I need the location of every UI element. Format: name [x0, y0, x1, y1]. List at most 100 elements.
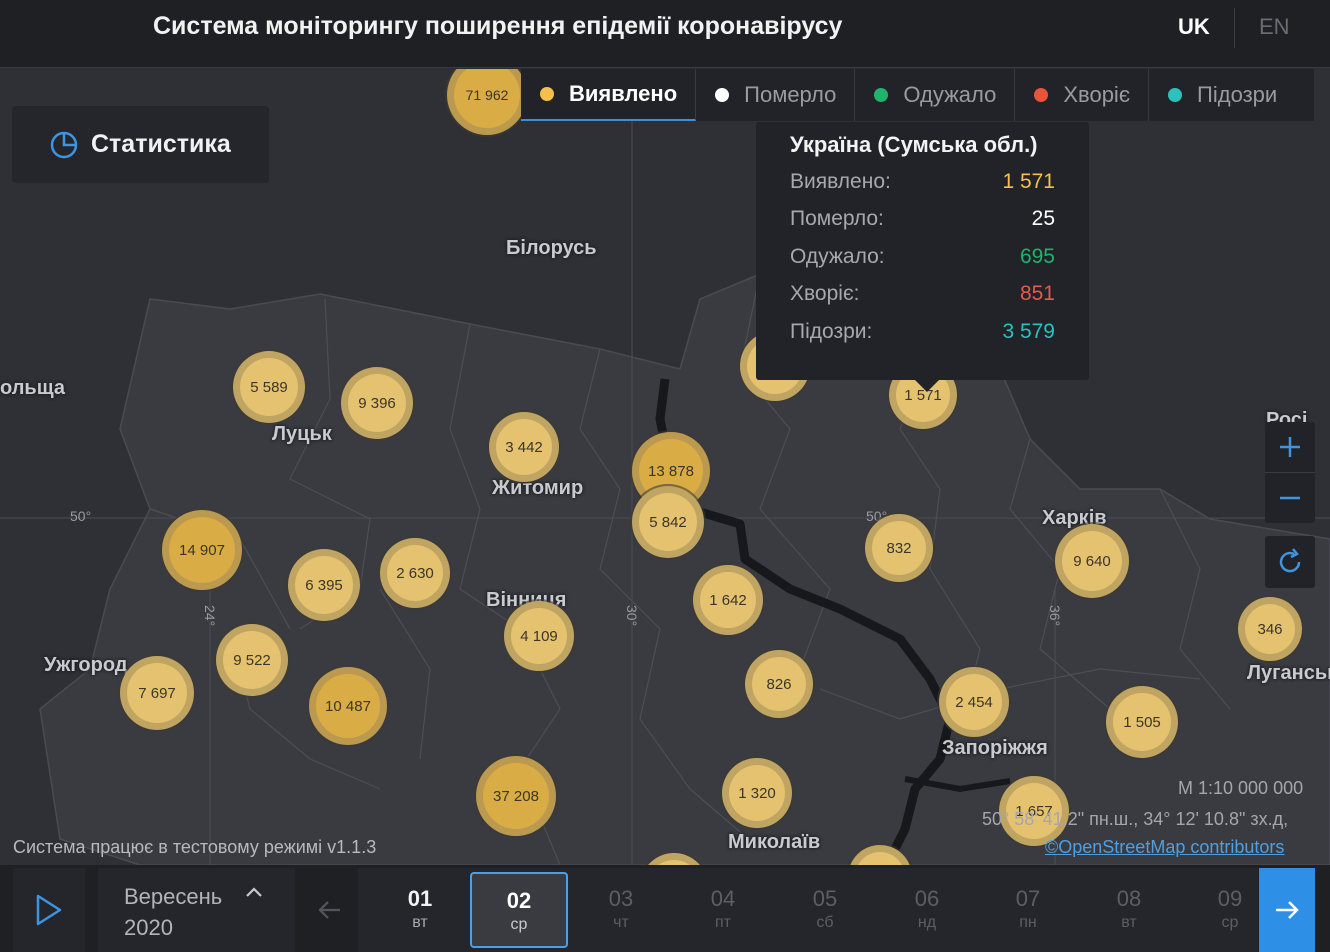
divider [1234, 8, 1235, 48]
lang-en-button[interactable]: EN [1259, 14, 1290, 39]
status-dot [540, 87, 554, 101]
day-item[interactable]: 04 пт [674, 872, 772, 948]
tab-label: Померло [744, 82, 837, 107]
day-strip: 01 вт 02 ср 03 чт 04 пт 05 сб 06 нд 07 п… [358, 868, 1258, 952]
case-cluster-marker[interactable]: 1 320 [722, 758, 792, 828]
case-cluster-marker[interactable]: 71 962 [447, 69, 527, 135]
day-number: 02 [506, 888, 532, 913]
day-weekday: чт [613, 914, 629, 931]
day-item[interactable]: 01 вт [371, 872, 469, 948]
day-number: 09 [1217, 886, 1243, 911]
day-number: 04 [710, 886, 736, 911]
zoom-in-button[interactable] [1265, 422, 1315, 472]
month-selector[interactable]: Вересень 2020 [98, 868, 295, 952]
day-weekday: ср [1221, 914, 1239, 931]
day-weekday: ср [510, 916, 528, 933]
day-item[interactable]: 05 сб [776, 872, 874, 948]
day-item-selected[interactable]: 02 ср [470, 872, 568, 948]
tooltip-row: Підозри: 3 579 [790, 313, 1055, 351]
case-cluster-marker[interactable]: 37 208 [476, 756, 556, 836]
play-icon [36, 894, 62, 926]
day-number: 08 [1116, 886, 1142, 911]
map-canvas[interactable]: 50° 50° 24° 30° 36° Білорусь ольща Луцьк… [0, 69, 1330, 865]
tooltip-key: Виявлено: [790, 169, 891, 193]
tab-label: Одужало [903, 82, 997, 107]
reset-view-button[interactable] [1265, 536, 1315, 588]
day-number: 07 [1015, 886, 1041, 911]
lat-label: 50° [70, 508, 92, 524]
tooltip-row: Хворіє: 851 [790, 276, 1055, 314]
case-cluster-marker[interactable]: 9 640 [1055, 524, 1129, 598]
day-weekday: пн [1019, 914, 1037, 931]
case-cluster-marker[interactable]: 3 442 [489, 412, 559, 482]
case-cluster-marker[interactable]: 14 907 [162, 510, 242, 590]
case-cluster-marker[interactable]: 1 657 [999, 776, 1069, 846]
case-cluster-marker[interactable]: 10 487 [309, 667, 387, 745]
day-weekday: сб [816, 914, 834, 931]
tab-suspected[interactable]: Підозри [1149, 69, 1295, 121]
tab-label: Виявлено [569, 81, 678, 106]
map-scale: M 1:10 000 000 [1178, 778, 1304, 798]
case-cluster-marker[interactable]: 6 395 [288, 549, 360, 621]
zoom-out-button[interactable] [1265, 473, 1315, 523]
prev-day-button[interactable] [307, 868, 353, 952]
app-header: Система моніторингу поширення епідемії к… [0, 0, 1330, 68]
tab-recovered[interactable]: Одужало [855, 69, 1016, 121]
case-cluster-marker[interactable]: 1 642 [693, 565, 763, 635]
timeline-bar: Вересень 2020 01 вт 02 ср 03 чт 04 пт 05… [0, 865, 1330, 952]
year-label: 2020 [124, 915, 173, 940]
tab-detected[interactable]: Виявлено [521, 69, 697, 121]
day-item[interactable]: 07 пн [979, 872, 1077, 948]
country-label-belarus: Білорусь [506, 237, 597, 259]
tooltip-row: Виявлено: 1 571 [790, 163, 1055, 201]
case-cluster-marker[interactable]: 826 [745, 650, 813, 718]
lang-uk-button[interactable]: UK [1178, 14, 1210, 39]
tooltip-key: Померло: [790, 207, 884, 231]
country-label-poland: ольща [0, 377, 65, 399]
minus-icon [1280, 496, 1300, 500]
city-label-kharkiv: Харків [1042, 507, 1107, 529]
case-cluster-marker[interactable]: 4 109 [504, 601, 574, 671]
month-label: Вересень [124, 884, 223, 909]
test-mode-notice: Система працює в тестовому режимі v1.1.3 [13, 837, 377, 857]
page-title: Система моніторингу поширення епідемії к… [153, 12, 843, 40]
day-item[interactable]: 08 вт [1080, 872, 1178, 948]
tab-label: Хворіє [1063, 82, 1131, 107]
play-button[interactable] [13, 868, 85, 952]
plus-icon [1280, 437, 1300, 457]
case-cluster-marker[interactable]: 1 505 [1106, 686, 1178, 758]
tooltip-value: 3 579 [1002, 319, 1055, 343]
case-cluster-marker[interactable]: 2 630 [380, 538, 450, 608]
day-item[interactable]: 09 ср [1181, 872, 1279, 948]
case-cluster-marker[interactable]: 2 454 [939, 667, 1009, 737]
case-cluster-marker[interactable]: 7 697 [120, 656, 194, 730]
region-tooltip: Україна (Сумська обл.) Виявлено: 1 571 П… [756, 122, 1089, 392]
day-item[interactable]: 06 нд [878, 872, 976, 948]
lon-label: 36° [1047, 605, 1063, 627]
case-cluster-marker[interactable]: 832 [865, 514, 933, 582]
refresh-icon [1279, 548, 1301, 573]
tooltip-arrow [915, 380, 939, 392]
status-dot [1034, 88, 1049, 102]
tooltip-title: Україна (Сумська обл.) [790, 132, 1038, 157]
lon-label: 30° [624, 605, 640, 627]
osm-attribution-link[interactable]: ©OpenStreetMap contributors [1045, 837, 1285, 857]
case-cluster-marker[interactable]: 346 [1238, 597, 1302, 661]
day-item[interactable]: 03 чт [572, 872, 670, 948]
day-weekday: нд [917, 914, 937, 931]
case-cluster-marker[interactable]: 9 396 [341, 367, 413, 439]
zoom-controls [1265, 422, 1315, 523]
arrow-left-icon [318, 901, 340, 919]
arrow-right-icon [1276, 901, 1299, 919]
case-cluster-marker[interactable]: 5 842 [632, 486, 704, 558]
next-day-button[interactable] [1259, 868, 1315, 952]
case-cluster-marker[interactable]: 9 522 [216, 624, 288, 696]
status-dot [1168, 88, 1183, 102]
lon-label: 24° [202, 605, 218, 627]
tooltip-row: Одужало: 695 [790, 238, 1055, 276]
tab-active[interactable]: Хворіє [1015, 69, 1150, 121]
tab-deaths[interactable]: Померло [696, 69, 856, 121]
statistics-button[interactable]: Статистика [12, 106, 269, 183]
case-cluster-marker[interactable]: 5 589 [233, 351, 305, 423]
tooltip-key: Підозри: [790, 319, 873, 343]
